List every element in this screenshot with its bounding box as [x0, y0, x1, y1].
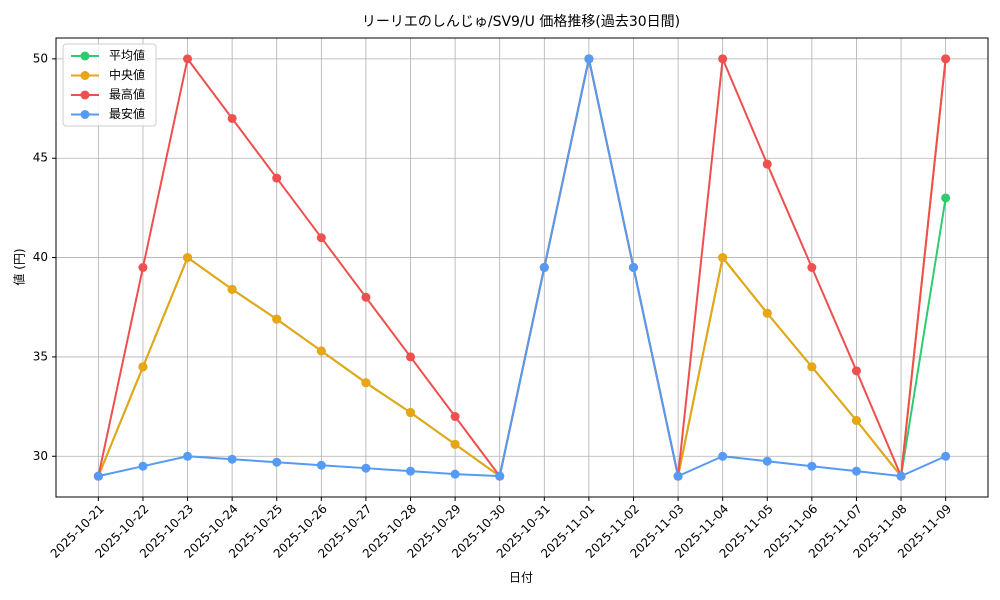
- data-point: [539, 263, 549, 272]
- chart-title: リーリエのしんじゅ/SV9/U 価格推移(過去30日間): [362, 14, 680, 30]
- legend-label: 最高値: [109, 87, 145, 102]
- legend-marker: [80, 90, 90, 100]
- data-point: [495, 471, 505, 481]
- y-tick-label: 40: [33, 250, 48, 264]
- data-point: [851, 416, 861, 425]
- data-point: [406, 352, 416, 362]
- y-tick-label: 35: [33, 349, 48, 363]
- data-point: [183, 451, 193, 461]
- data-point: [316, 346, 326, 356]
- data-point: [807, 461, 817, 471]
- x-axis-label: 日付: [509, 571, 533, 585]
- data-point: [138, 461, 148, 471]
- legend-marker: [80, 71, 90, 80]
- legend-marker: [80, 110, 90, 119]
- legend-label: 中央値: [109, 67, 145, 82]
- legend-label: 平均値: [109, 48, 145, 63]
- data-point: [316, 460, 326, 470]
- data-point: [227, 454, 237, 464]
- data-point: [896, 471, 906, 481]
- data-point: [406, 466, 416, 476]
- data-point: [227, 284, 237, 294]
- y-tick-label: 50: [33, 51, 48, 65]
- plot-frame: [55, 37, 989, 498]
- data-point: [584, 54, 594, 64]
- data-point: [138, 263, 148, 272]
- data-point: [450, 439, 460, 449]
- series-line: [98, 58, 947, 478]
- data-point: [941, 193, 951, 203]
- legend-box: [62, 43, 157, 127]
- data-point: [762, 308, 772, 318]
- data-point: [941, 54, 951, 64]
- y-axis-label: 値 (円): [12, 248, 27, 285]
- data-point: [673, 471, 683, 481]
- legend-label: 最安値: [109, 106, 145, 121]
- data-point: [807, 263, 817, 272]
- data-point: [807, 362, 817, 372]
- data-point: [450, 469, 460, 479]
- data-point: [361, 378, 371, 388]
- data-point: [718, 54, 728, 64]
- data-point: [762, 456, 772, 466]
- data-point: [718, 451, 728, 461]
- data-point: [272, 173, 282, 183]
- data-point: [93, 471, 103, 481]
- data-point: [183, 253, 193, 263]
- data-point: [316, 233, 326, 243]
- y-tick-label: 30: [33, 449, 48, 463]
- data-point: [227, 113, 237, 123]
- data-point: [851, 366, 861, 376]
- data-point: [762, 159, 772, 169]
- data-point: [272, 314, 282, 324]
- data-point: [361, 292, 371, 302]
- data-point: [183, 54, 193, 64]
- data-point: [272, 457, 282, 467]
- data-point: [718, 253, 728, 263]
- data-point: [628, 263, 638, 272]
- legend-marker: [80, 51, 90, 61]
- data-point: [406, 408, 416, 418]
- data-point: [450, 412, 460, 422]
- data-point: [941, 451, 951, 461]
- data-point: [851, 466, 861, 476]
- y-tick-label: 45: [33, 151, 48, 165]
- data-point: [138, 362, 148, 372]
- data-point: [361, 463, 371, 473]
